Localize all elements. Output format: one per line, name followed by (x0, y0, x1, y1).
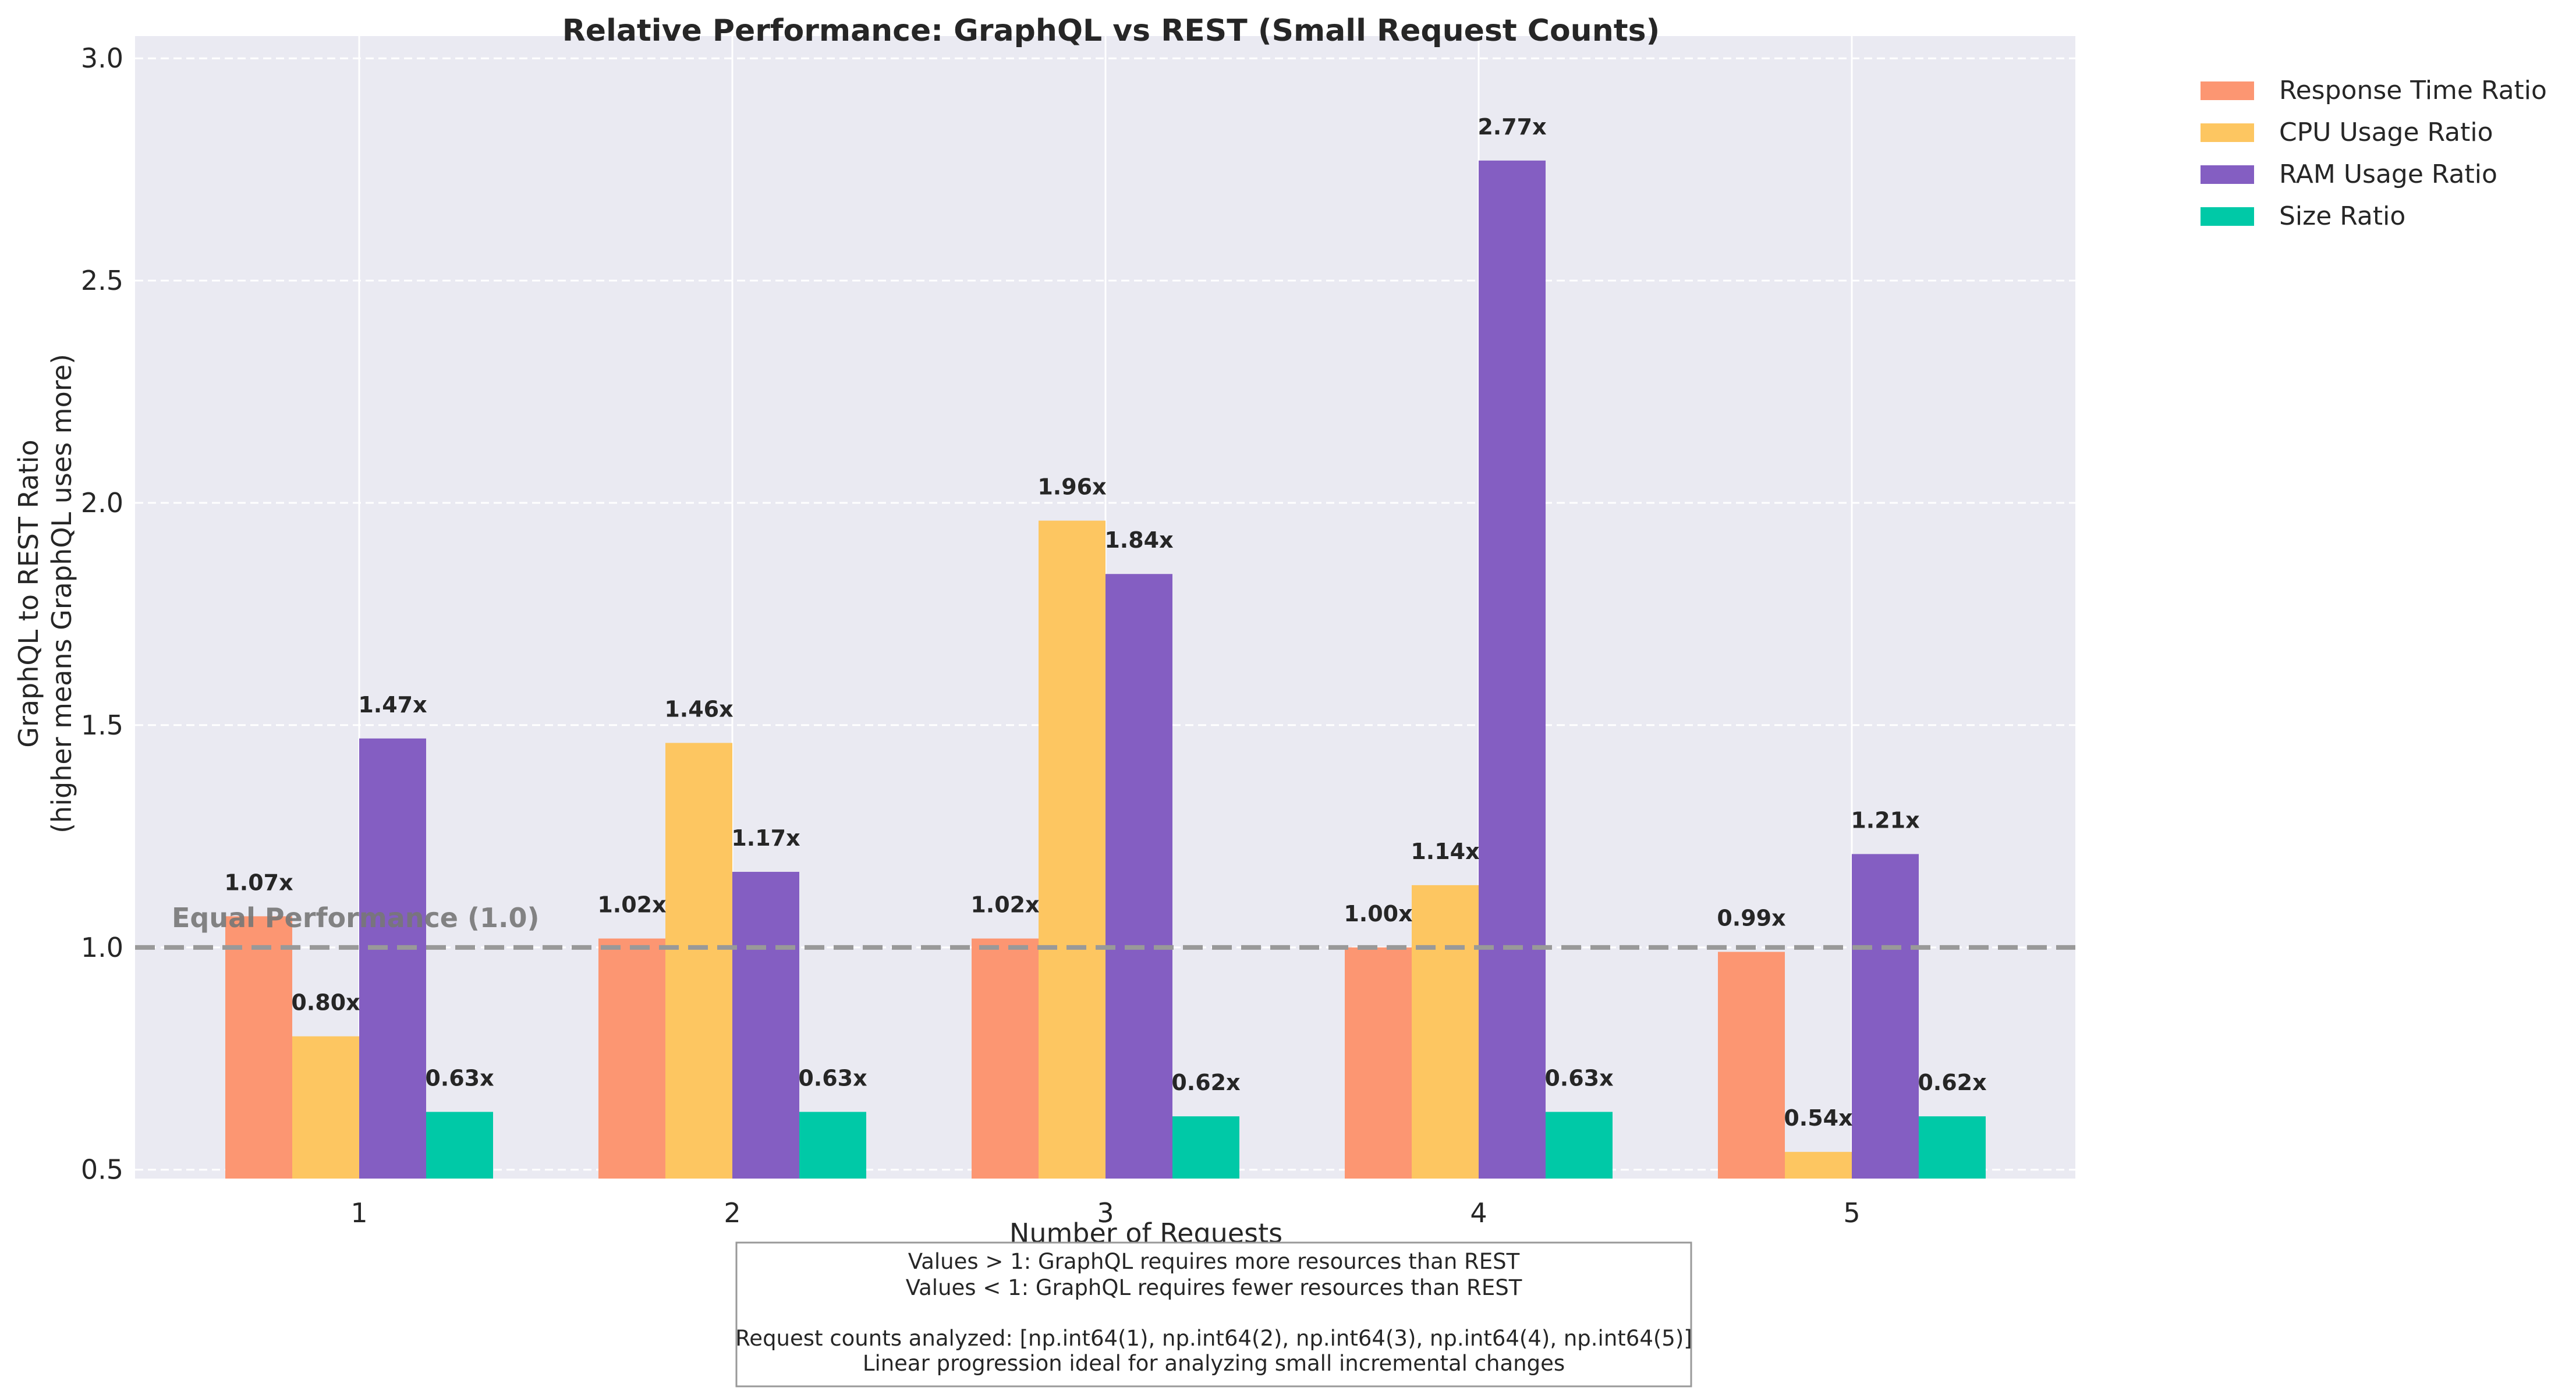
bar-ram-usage-ratio (1105, 574, 1172, 1179)
y-tick-labels: 0.5 1.0 1.5 2.0 2.5 3.0 (81, 42, 123, 1186)
bar-size-ratio (1919, 1116, 1986, 1179)
legend-swatch (2201, 123, 2254, 142)
x-tick-labels: 1 2 3 4 5 (350, 1197, 1860, 1229)
y-tick-label: 2.5 (81, 265, 123, 296)
bar-size-ratio (1546, 1112, 1613, 1179)
y-tick-label: 3.0 (81, 42, 123, 74)
bar-value-label: 1.00x (1344, 901, 1412, 927)
y-tick-label: 0.5 (81, 1154, 123, 1186)
bar-value-label: 0.63x (425, 1065, 494, 1091)
bar-value-label: 1.17x (731, 825, 800, 851)
bar-ram-usage-ratio (732, 871, 799, 1179)
bar-response-time-ratio (598, 938, 665, 1179)
y-axis-label-line-2: (higher means GraphQL uses more) (46, 354, 77, 833)
bar-response-time-ratio (1718, 952, 1785, 1179)
legend-swatch (2201, 207, 2254, 226)
bar-value-labels: 1.07x 1.02x 1.02x 1.00x 0.99x 0.80x 1.46x 1.96x… (224, 114, 1986, 1131)
bar-value-label: 1.02x (597, 892, 666, 918)
x-tick-label: 4 (1470, 1197, 1487, 1229)
chart-title: Relative Performance: GraphQL vs REST (S… (562, 13, 1660, 48)
bar-value-label: 0.62x (1918, 1070, 1986, 1095)
x-tick-label: 3 (1097, 1197, 1114, 1229)
bar-cpu-usage-ratio (1785, 1152, 1852, 1179)
bar-value-label: 1.84x (1104, 527, 1173, 553)
bar-size-ratio (1172, 1116, 1239, 1179)
bar-value-label: 0.99x (1717, 905, 1785, 931)
bar-ram-usage-ratio (1479, 160, 1546, 1179)
bar-ram-usage-ratio (359, 738, 426, 1179)
bar-cpu-usage-ratio (665, 743, 732, 1179)
y-tick-label: 2.0 (81, 487, 123, 519)
x-tick-label: 2 (724, 1197, 740, 1229)
bar-value-label: 1.07x (224, 870, 293, 895)
y-tick-label: 1.0 (81, 932, 123, 963)
note-line-1: Values > 1: GraphQL requires more resour… (908, 1249, 1520, 1274)
bar-size-ratio (799, 1112, 866, 1179)
bar-ram-usage-ratio (1852, 854, 1919, 1179)
bar-size-ratio (426, 1112, 493, 1179)
note-line-5: Linear progression ideal for analyzing s… (863, 1351, 1565, 1376)
bar-value-label: 0.54x (1784, 1105, 1852, 1131)
bar-cpu-usage-ratio (1412, 885, 1479, 1179)
note-line-2: Values < 1: GraphQL requires fewer resou… (906, 1275, 1522, 1300)
x-tick-label: 5 (1843, 1197, 1860, 1229)
bar-value-label: 1.46x (664, 696, 733, 722)
bar-value-label: 0.63x (798, 1065, 867, 1091)
bars (225, 160, 1986, 1179)
legend-label: CPU Usage Ratio (2279, 118, 2493, 147)
bar-response-time-ratio (972, 938, 1039, 1179)
bar-value-label: 0.62x (1171, 1070, 1240, 1095)
bar-value-label: 0.63x (1544, 1065, 1613, 1091)
note-line-4: Request counts analyzed: [np.int64(1), n… (735, 1326, 1692, 1351)
legend: Response Time Ratio CPU Usage Ratio RAM Us… (2201, 76, 2547, 231)
bar-value-label: 0.80x (291, 990, 360, 1016)
y-tick-label: 1.5 (81, 709, 123, 741)
legend-label: Response Time Ratio (2279, 76, 2547, 105)
equal-performance-label: Equal Performance (1.0) (172, 902, 540, 934)
legend-swatch (2201, 165, 2254, 184)
bar-value-label: 1.96x (1037, 474, 1106, 500)
bar-value-label: 1.21x (1851, 807, 1919, 833)
bar-cpu-usage-ratio (1039, 520, 1105, 1179)
bar-value-label: 2.77x (1477, 114, 1546, 140)
bar-cpu-usage-ratio (292, 1036, 359, 1179)
legend-label: RAM Usage Ratio (2279, 159, 2497, 189)
bar-value-label: 1.47x (358, 692, 427, 718)
bar-response-time-ratio (1345, 947, 1412, 1179)
bar-response-time-ratio (225, 916, 292, 1179)
x-tick-label: 1 (350, 1197, 367, 1229)
y-axis-label-line-1: GraphQL to REST Ratio (13, 439, 44, 747)
legend-label: Size Ratio (2279, 201, 2405, 231)
note-box (735, 1241, 1692, 1388)
bar-value-label: 1.14x (1411, 839, 1479, 864)
bar-value-label: 1.02x (970, 892, 1039, 918)
legend-swatch (2201, 81, 2254, 100)
